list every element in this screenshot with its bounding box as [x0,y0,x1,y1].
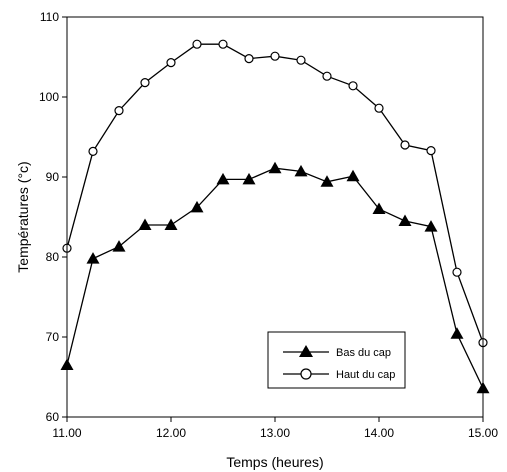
data-point-haut-du-cap [322,71,332,81]
data-point-haut-du-cap [114,105,124,116]
data-point-haut-du-cap [166,57,176,68]
data-series [60,39,490,394]
y-tick-label: 60 [46,410,60,424]
data-point-haut-du-cap [426,146,436,156]
data-point-haut-du-cap [192,39,202,49]
y-tick-label: 90 [46,170,60,184]
data-point-haut-du-cap [270,51,280,61]
x-tick-label: 12.00 [156,426,186,440]
legend-box [267,331,406,389]
data-point-bas-du-cap [320,175,334,187]
data-point-haut-du-cap [452,267,462,277]
y-tick-label: 110 [40,10,59,24]
data-point-bas-du-cap [190,200,204,213]
data-point-bas-du-cap [164,218,178,230]
x-tick-label: 13.00 [260,426,290,440]
data-point-haut-du-cap [218,39,228,49]
data-point-bas-du-cap [424,220,438,232]
series-line-haut-du-cap [66,43,484,343]
legend-label-bas-du-cap: Bas du cap [336,347,391,359]
data-point-bas-du-cap [216,172,230,185]
data-point-bas-du-cap [86,252,100,264]
axis-ticks [62,16,484,422]
x-tick-label: 15.00 [468,426,498,440]
data-point-haut-du-cap [296,55,306,65]
x-tick-label: 11.00 [52,426,81,440]
y-tick-label: 70 [46,330,60,344]
data-point-haut-du-cap [374,103,384,113]
legend: Bas du cap Haut du cap [267,331,406,389]
data-point-bas-du-cap [398,214,412,226]
legend-marker-triangle [299,345,313,357]
data-point-bas-du-cap [268,161,282,174]
y-tick-label: 100 [39,90,59,104]
data-point-bas-du-cap [138,218,152,230]
x-axis-label: Temps (heures) [226,454,323,470]
data-point-haut-du-cap [400,140,410,150]
y-axis-label: Températures (°c) [15,161,31,272]
data-point-bas-du-cap [346,169,360,182]
data-point-bas-du-cap [294,164,308,177]
data-point-haut-du-cap [140,77,150,88]
tick-labels: 60 70 80 90 100 110 11.00 12.00 13.00 14.00 15.00 [39,10,498,440]
data-point-bas-du-cap [450,327,464,339]
data-point-bas-du-cap [112,240,126,252]
legend-marker-circle [300,368,312,380]
data-point-haut-du-cap [348,81,358,91]
y-tick-label: 80 [46,250,60,264]
plot-frame [66,16,484,418]
data-point-bas-du-cap [242,172,256,185]
data-point-haut-du-cap [88,146,98,156]
x-tick-label: 14.00 [364,426,394,440]
data-point-haut-du-cap [244,53,254,64]
legend-label-haut-du-cap: Haut du cap [336,369,395,381]
data-point-bas-du-cap [372,202,386,214]
